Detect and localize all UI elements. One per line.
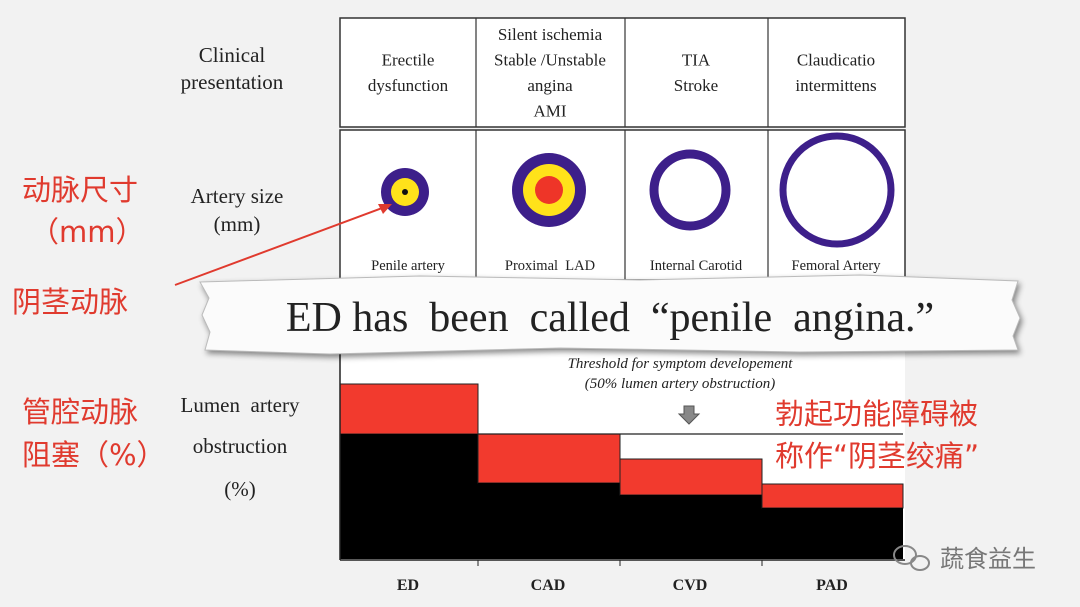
column-dividers <box>475 18 769 280</box>
row-label: obstruction <box>193 434 288 458</box>
row-label: Clinical <box>199 43 266 67</box>
presentation-text: TIA <box>682 50 711 69</box>
row-label: (%) <box>224 477 255 501</box>
artery-circles <box>381 132 895 248</box>
annotation: 阴茎动脉 <box>12 285 128 319</box>
annotation-arrow <box>174 206 386 286</box>
presentation-text: Erectile <box>382 50 435 69</box>
artery-name: Femoral Artery <box>792 258 882 274</box>
presentation-text: intermittens <box>795 76 876 95</box>
banner-paper <box>199 274 1021 355</box>
annotation: 动脉尺寸 <box>22 173 138 207</box>
arrow-head <box>378 204 392 214</box>
annotation: （mm） <box>30 215 145 249</box>
disease-label: CAD <box>531 577 566 594</box>
disease-label: CVD <box>673 577 708 594</box>
row-label: presentation <box>181 70 284 94</box>
artery-name: Penile artery <box>371 258 445 274</box>
threshold-text: (50% lumen artery obstruction) <box>585 376 775 392</box>
artery-name: Proximal LAD <box>505 258 595 274</box>
presentation-row <box>339 17 906 128</box>
watermark: 蔬食益生 <box>940 545 1036 573</box>
presentation-text: Stable /Unstable <box>494 50 606 69</box>
annotation: 勃起功能障碍被 <box>775 397 978 431</box>
disease-label: ED <box>397 577 419 594</box>
banner-text: ED has been called “penile angina.” <box>286 295 934 341</box>
presentation-text: dysfunction <box>368 76 449 95</box>
presentation-text: Stroke <box>674 76 718 95</box>
presentation-text: AMI <box>533 101 566 120</box>
annotation: 称作“阴茎绞痛” <box>775 439 979 473</box>
watermark-icon <box>893 545 930 571</box>
annotation: 阻塞（%） <box>22 438 166 472</box>
row-label: Artery size <box>191 184 284 208</box>
row-label: Lumen artery <box>181 393 300 417</box>
obstruction-bars <box>339 383 904 559</box>
threshold-text: Threshold for symptom developement <box>568 356 794 372</box>
threshold-arrow <box>677 405 701 425</box>
annotation: 管腔动脉 <box>22 395 138 429</box>
presentation-text: Silent ischemia <box>498 25 603 44</box>
presentation-text: angina <box>527 76 573 95</box>
artery-name: Internal Carotid <box>650 258 743 274</box>
disease-label: PAD <box>816 577 848 594</box>
row-label: (mm) <box>214 212 261 236</box>
presentation-text: Claudicatio <box>797 50 875 69</box>
axis-ticks <box>477 560 763 566</box>
